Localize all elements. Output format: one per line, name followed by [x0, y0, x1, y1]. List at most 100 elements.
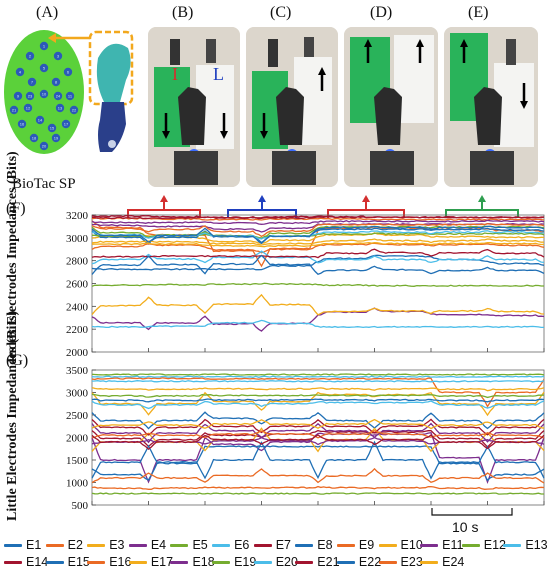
series-line-e24 — [91, 386, 545, 392]
electrode-number: 22 — [72, 108, 77, 113]
electrode-number: 2 — [29, 54, 32, 59]
legend-swatch — [336, 543, 355, 547]
series-line-e8 — [91, 227, 545, 245]
series-line-e22 — [91, 398, 545, 403]
series-line-e16 — [91, 430, 545, 439]
legend-label: E23 — [400, 555, 423, 569]
panel-label-d: (D) — [370, 4, 393, 21]
series-line-e19 — [91, 373, 545, 376]
electrode-dot — [29, 133, 39, 143]
legend-swatch — [253, 560, 272, 564]
series-line-e6 — [91, 400, 545, 410]
legend-label: E1 — [26, 538, 42, 552]
chart-little: 500 1000 1500 2000 2500 3000 3500 — [66, 365, 545, 512]
legend-item-e22: E22 — [336, 555, 381, 569]
legend-label: E16 — [109, 555, 132, 569]
legend-item-e11: E11 — [420, 538, 463, 552]
legend-item-e24: E24 — [420, 555, 464, 569]
photo-letter-i: I — [172, 64, 178, 84]
legend-swatch — [4, 543, 22, 547]
series-line-e4 — [91, 431, 545, 484]
legend-item-e3: E3 — [87, 538, 125, 552]
y-tick-label: 1000 — [66, 478, 89, 490]
legend-label: E12 — [483, 538, 507, 552]
y-tick-label: 3500 — [66, 365, 89, 377]
electrode-dot — [25, 91, 35, 101]
electrode-number: 4 — [19, 70, 22, 75]
electrode-dot — [39, 89, 49, 99]
legend-swatch — [503, 543, 522, 547]
legend-item-e1: E1 — [4, 538, 41, 552]
electrode-number: 12 — [26, 106, 31, 111]
series-line-e2 — [91, 377, 545, 408]
electrode-number: 9 — [17, 94, 20, 99]
legend-swatch — [170, 560, 189, 564]
series-line-e13 — [91, 380, 545, 383]
series-line-e21 — [91, 434, 545, 451]
series-line-e17 — [91, 238, 545, 246]
series-line-e16 — [91, 217, 545, 221]
panel-label-g: (G) — [6, 352, 29, 369]
electrode-dot — [25, 51, 35, 61]
legend-label: E24 — [442, 555, 465, 569]
legend-swatch — [212, 560, 231, 564]
electrode-dot — [27, 77, 37, 87]
legend-item-e4: E4 — [128, 538, 167, 552]
electrode-number: 16 — [20, 122, 25, 127]
electrode-dot — [51, 133, 61, 143]
legend-swatch — [45, 543, 64, 547]
legend-label: E4 — [150, 538, 167, 552]
legend-item-e10: E10 — [378, 538, 423, 552]
fingertip-icon — [96, 43, 131, 102]
electrode-number: 19 — [54, 136, 59, 141]
y-tick-label: 2000 — [66, 433, 89, 445]
legend-swatch — [128, 543, 147, 547]
legend-swatch — [170, 543, 189, 547]
legend-label: E11 — [442, 538, 464, 552]
electrode-dot — [53, 91, 63, 101]
electrode-number: 21 — [12, 108, 17, 113]
y-tick-label: 500 — [72, 500, 89, 512]
electrode-number: 20 — [42, 144, 47, 149]
y-tick-label: 2400 — [66, 301, 89, 313]
legend-label: E21 — [317, 555, 340, 569]
series-line-e13 — [91, 250, 545, 265]
legend-item-e12: E12 — [461, 538, 507, 552]
electrode-number: 1 — [43, 44, 46, 49]
panel-label-f: (F) — [6, 200, 26, 217]
scale-bar-label: 10 s — [452, 519, 479, 535]
legend-label: E8 — [317, 538, 333, 552]
series-line-e14 — [91, 418, 545, 436]
legend-item-e13: E13 — [503, 538, 548, 552]
legend-item-e20: E20 — [253, 555, 298, 569]
series-line-e15 — [91, 254, 545, 275]
electrode-number: 6 — [67, 70, 70, 75]
legend-item-e18: E18 — [170, 555, 215, 569]
panel-label-b: (B) — [172, 4, 194, 21]
legend: E1 E2 E3 E4 E5 E6 E7 E8 E9 E10 E11 E12 E13 E14 E15 E16 E… — [4, 538, 550, 572]
series-line-e22 — [91, 225, 545, 245]
series-line-e7 — [91, 429, 545, 448]
legend-label: E13 — [525, 538, 548, 552]
legend-swatch — [45, 560, 64, 564]
panel-label-a: (A) — [36, 4, 59, 21]
biotac-label: BioTac SP — [12, 176, 76, 192]
electrode-number: 3 — [57, 54, 60, 59]
electrode-dot — [63, 67, 73, 77]
legend-label: E6 — [234, 538, 250, 552]
series-line-e17 — [91, 418, 545, 430]
electrode-number: 5 — [43, 66, 46, 71]
electrode-dot — [13, 91, 23, 101]
series-line-e5 — [91, 492, 544, 495]
series-line-e8 — [91, 445, 545, 482]
legend-item-e19: E19 — [212, 555, 256, 569]
series-line-e1 — [91, 411, 545, 430]
legend-swatch — [295, 560, 314, 564]
series-line-e5 — [91, 282, 544, 287]
legend-swatch — [87, 560, 106, 564]
legend-label: E3 — [109, 538, 125, 552]
contact-interval-bar — [227, 195, 297, 218]
legend-item-e23: E23 — [378, 555, 423, 569]
legend-item-e7: E7 — [253, 538, 291, 552]
